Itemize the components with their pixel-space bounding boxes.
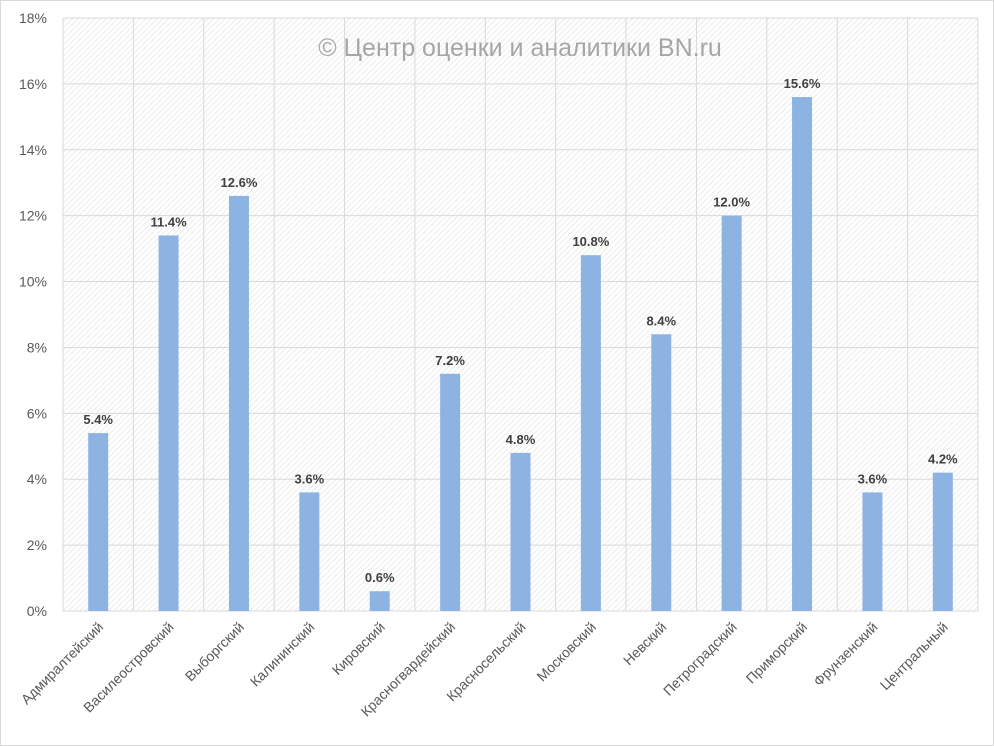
bar bbox=[158, 235, 179, 611]
data-label: 4.2% bbox=[928, 452, 958, 467]
bar bbox=[440, 373, 461, 611]
bar bbox=[721, 215, 742, 611]
data-label: 8.4% bbox=[646, 313, 676, 328]
data-label: 3.6% bbox=[858, 471, 888, 486]
data-label: 12.6% bbox=[221, 175, 258, 190]
data-label: 0.6% bbox=[365, 570, 395, 585]
y-tick-label: 14% bbox=[19, 142, 47, 158]
bar bbox=[580, 255, 601, 611]
bar bbox=[510, 452, 531, 611]
y-tick-label: 16% bbox=[19, 76, 47, 92]
data-label: 10.8% bbox=[572, 234, 609, 249]
bar bbox=[228, 195, 249, 611]
bar bbox=[862, 492, 883, 611]
data-label: 11.4% bbox=[150, 214, 187, 229]
y-tick-label: 8% bbox=[27, 339, 47, 355]
y-tick-label: 18% bbox=[19, 10, 47, 26]
data-label: 4.8% bbox=[506, 432, 536, 447]
watermark: © Центр оценки и аналитики BN.ru bbox=[318, 34, 722, 62]
y-tick-label: 0% bbox=[27, 603, 47, 619]
y-tick-label: 6% bbox=[27, 405, 47, 421]
data-label: 3.6% bbox=[295, 471, 325, 486]
data-label: 5.4% bbox=[83, 412, 113, 427]
bar bbox=[369, 591, 390, 611]
y-tick-label: 10% bbox=[19, 274, 47, 290]
y-tick-label: 4% bbox=[27, 471, 47, 487]
data-label: 12.0% bbox=[713, 195, 750, 210]
bar bbox=[651, 334, 672, 611]
y-tick-label: 2% bbox=[27, 537, 47, 553]
bar bbox=[792, 97, 813, 612]
data-label: 15.6% bbox=[784, 76, 821, 91]
data-label: 7.2% bbox=[435, 353, 465, 368]
bar bbox=[299, 492, 320, 611]
y-tick-label: 12% bbox=[19, 208, 47, 224]
bar bbox=[88, 433, 109, 611]
bar bbox=[932, 472, 953, 611]
